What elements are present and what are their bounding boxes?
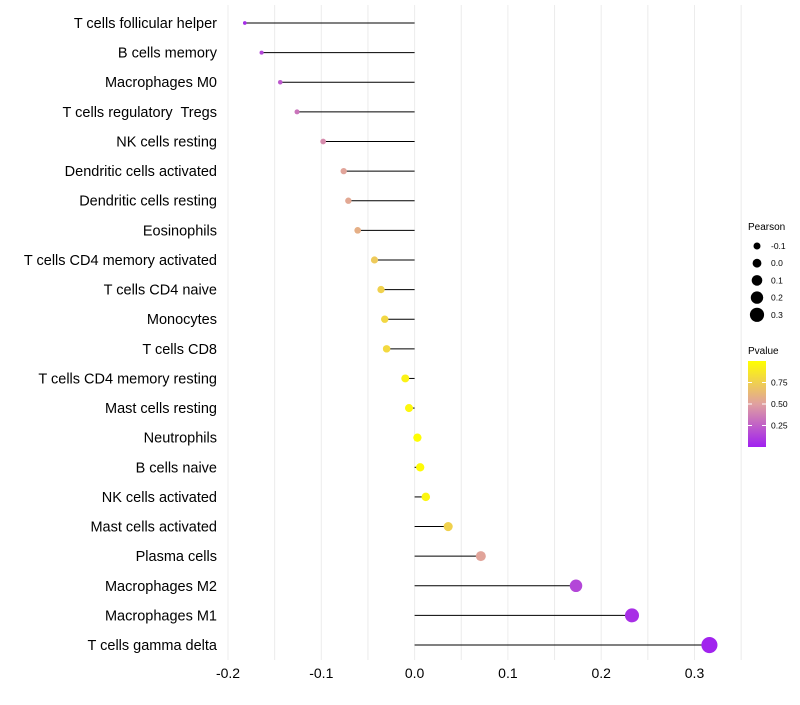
lollipop-point bbox=[377, 285, 385, 294]
color-legend-label: 0.25 bbox=[771, 421, 788, 431]
size-legend-key bbox=[753, 242, 761, 250]
lollipop-point bbox=[370, 256, 379, 264]
y-tick-label: Macrophages M1 bbox=[105, 608, 217, 624]
segment-layer bbox=[244, 22, 710, 646]
y-tick-label: Mast cells activated bbox=[90, 520, 217, 536]
y-tick-label: Plasma cells bbox=[136, 549, 217, 565]
color-legend-label: 0.75 bbox=[771, 378, 788, 388]
lollipop-point bbox=[354, 227, 362, 234]
lollipop-point bbox=[404, 404, 414, 413]
size-legend-key bbox=[750, 291, 764, 304]
point-layer bbox=[242, 21, 718, 654]
lollipop-point bbox=[443, 521, 453, 532]
y-tick-label: T cells CD4 naive bbox=[104, 283, 217, 299]
lollipop-point bbox=[421, 492, 431, 502]
y-tick-label: Monocytes bbox=[147, 312, 217, 328]
size-legend-label: -0.1 bbox=[771, 241, 786, 251]
lollipop-point bbox=[381, 315, 389, 323]
y-tick-label: NK cells resting bbox=[116, 134, 217, 150]
y-tick-label: T cells regulatory Tregs bbox=[63, 105, 217, 121]
lollipop-point bbox=[345, 197, 352, 204]
size-legend-key bbox=[751, 275, 763, 286]
x-tick-label: 0.1 bbox=[498, 665, 518, 681]
color-legend-label: 0.50 bbox=[771, 399, 788, 409]
y-tick-label: B cells memory bbox=[118, 46, 218, 62]
y-tick-labels: T cells follicular helper B cells memory M… bbox=[24, 16, 218, 654]
color-legend-title: Pvalue bbox=[748, 346, 779, 357]
size-legend-label: 0.3 bbox=[771, 310, 783, 320]
lollipop-point bbox=[401, 374, 410, 383]
y-tick-label: Dendritic cells activated bbox=[65, 164, 217, 180]
lollipop-point bbox=[569, 579, 583, 593]
lollipop-point bbox=[242, 21, 247, 25]
size-legend-key bbox=[752, 258, 762, 268]
lollipop-point bbox=[320, 138, 327, 145]
size-legend-key bbox=[749, 307, 765, 322]
y-tick-label: T cells CD4 memory resting bbox=[38, 371, 217, 387]
y-tick-label: Mast cells resting bbox=[105, 401, 217, 417]
y-tick-label: T cells CD8 bbox=[142, 342, 217, 358]
y-tick-label: T cells CD4 memory activated bbox=[24, 253, 217, 269]
y-tick-label: Macrophages M2 bbox=[105, 579, 217, 595]
x-tick-label: -0.1 bbox=[309, 665, 333, 681]
color-legend-bar bbox=[748, 361, 766, 447]
y-tick-label: Dendritic cells resting bbox=[79, 194, 217, 210]
lollipop-point bbox=[475, 551, 486, 562]
lollipop-point bbox=[259, 50, 264, 55]
x-tick-label: 0.2 bbox=[591, 665, 611, 681]
size-legend-label: 0.0 bbox=[771, 258, 783, 268]
y-tick-label: T cells follicular helper bbox=[74, 16, 217, 32]
x-tick-label: 0.0 bbox=[405, 665, 425, 681]
grid-layer bbox=[227, 5, 742, 660]
lollipop-point bbox=[294, 109, 300, 115]
lollipop-point bbox=[701, 636, 718, 654]
y-tick-label: B cells naive bbox=[136, 460, 217, 476]
y-tick-label: NK cells activated bbox=[102, 490, 217, 506]
lollipop-point bbox=[277, 79, 283, 85]
y-tick-label: Macrophages M0 bbox=[105, 75, 217, 91]
size-legend: Pearson -0.1 0.0 0.1 0.2 0.3 bbox=[748, 222, 786, 322]
lollipop-point bbox=[382, 345, 391, 353]
color-legend: Pvalue 0.75 0.50 0.25 bbox=[748, 346, 788, 447]
x-tick-label: 0.3 bbox=[685, 665, 705, 681]
size-legend-label: 0.1 bbox=[771, 275, 783, 285]
lollipop-point bbox=[340, 167, 347, 175]
size-legend-label: 0.2 bbox=[771, 293, 783, 303]
y-tick-label: T cells gamma delta bbox=[88, 638, 218, 654]
lollipop-point bbox=[624, 608, 640, 623]
x-tick-label: -0.2 bbox=[216, 665, 240, 681]
size-legend-title: Pearson bbox=[748, 222, 785, 233]
x-tick-labels: -0.2 -0.1 0.0 0.1 0.2 0.3 bbox=[216, 665, 705, 681]
y-tick-label: Neutrophils bbox=[144, 431, 217, 447]
lollipop-point bbox=[416, 463, 425, 472]
y-tick-label: Eosinophils bbox=[143, 223, 217, 239]
lollipop-point bbox=[413, 433, 422, 442]
